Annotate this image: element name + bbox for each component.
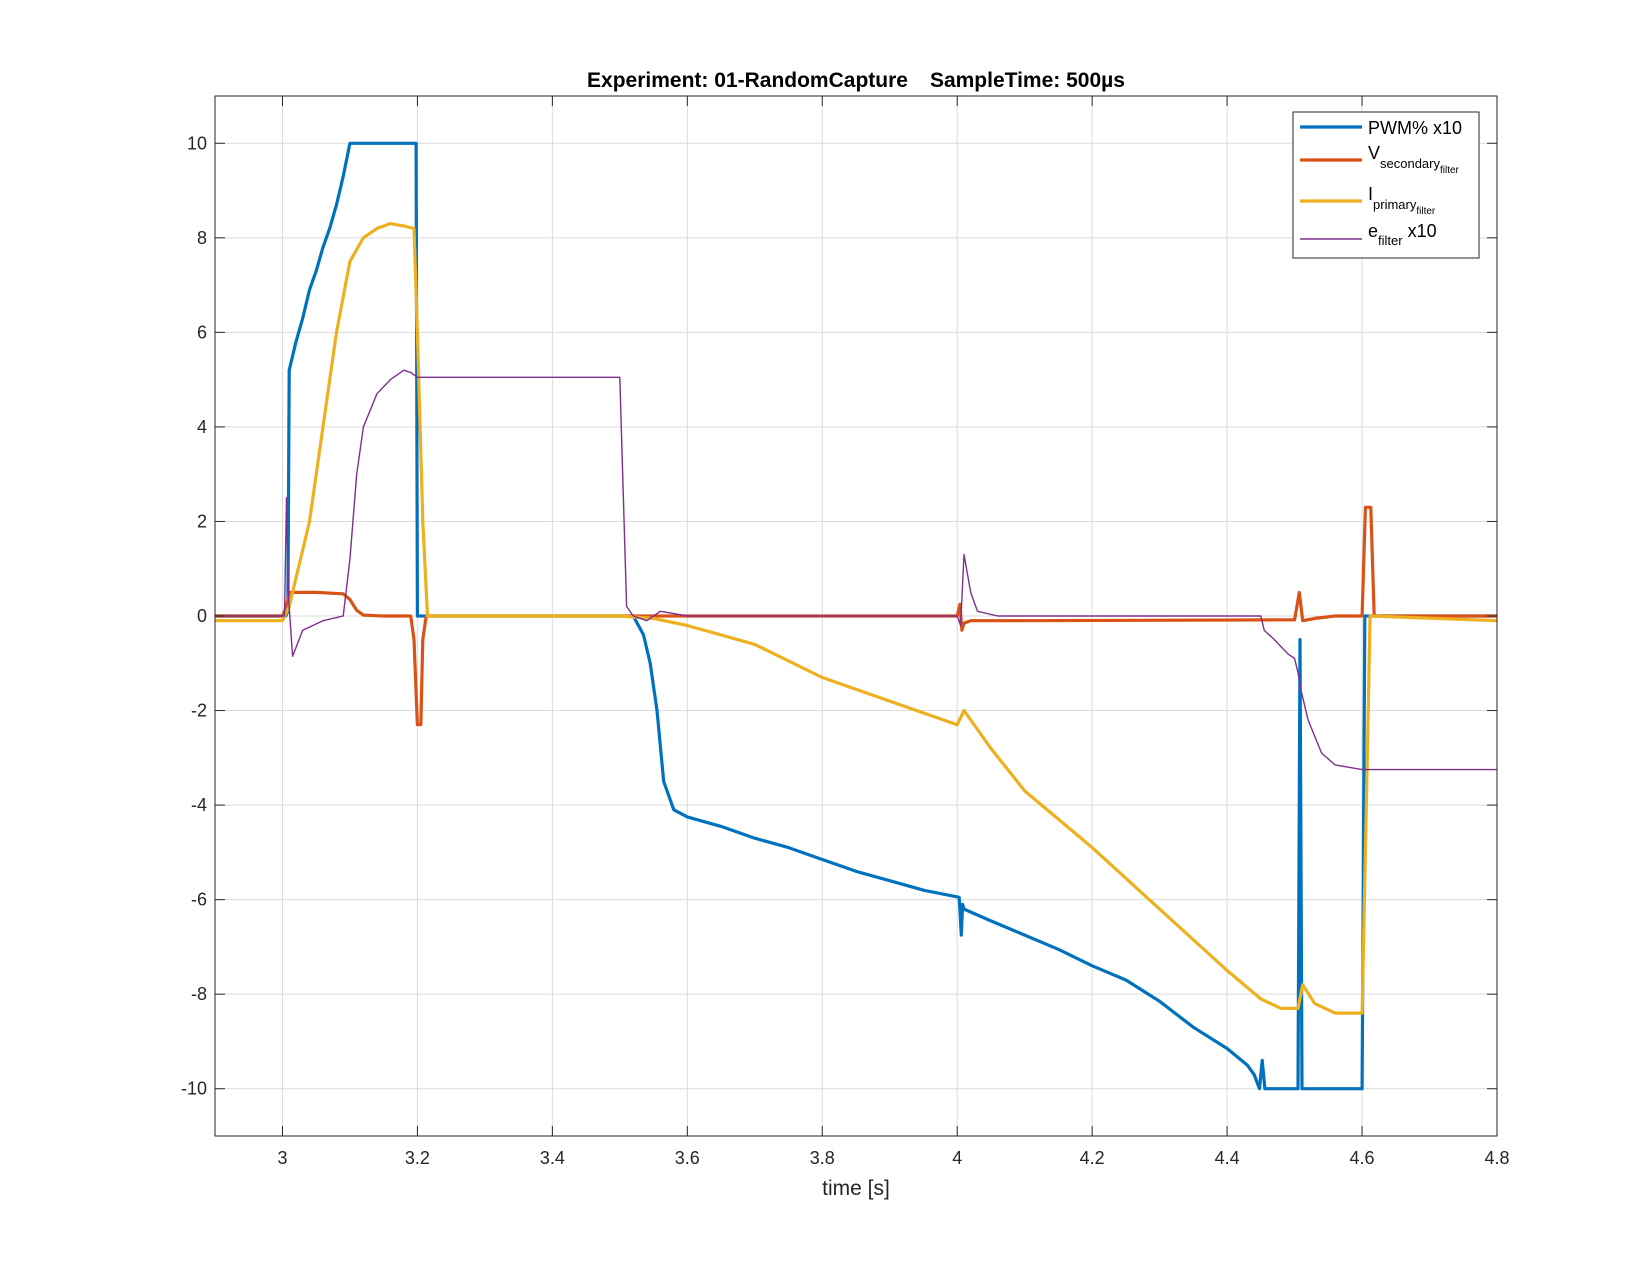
x-tick-label: 4: [952, 1148, 962, 1168]
legend-iprim-subsub: filter: [1416, 206, 1436, 217]
y-tick-label: 2: [197, 511, 207, 531]
series-group: [215, 141, 1498, 1091]
x-tick-label: 3.8: [810, 1148, 835, 1168]
x-tick-label: 3.2: [405, 1148, 430, 1168]
title-sample: SampleTime: 500µs: [930, 69, 1125, 92]
legend-vsec-sub: secondary: [1380, 156, 1440, 171]
x-tick-label: 4.8: [1484, 1148, 1509, 1168]
legend-label-vsec: Vsecondaryfilter: [1368, 143, 1460, 176]
series-line-iprim: [215, 222, 1498, 1015]
y-tick-label: -10: [181, 1079, 207, 1099]
y-tick-label: 8: [197, 228, 207, 248]
ticks: 3 3.2 3.4 3.6 3.8 4 4.2 4.4 4.6 4.8 -10 -8 -6 -4 -2 0 2 4…: [181, 96, 1510, 1168]
y-tick-label: -8: [191, 984, 207, 1004]
x-tick-label: 3.4: [540, 1148, 565, 1168]
legend-label-efilt: efilter x10: [1368, 221, 1437, 248]
y-tick-label: -2: [191, 701, 207, 721]
legend-label-pwm: PWM% x10: [1368, 118, 1462, 138]
title-experiment: Experiment: 01-RandomCapture: [587, 69, 908, 92]
legend-efilt-sub: filter: [1378, 233, 1403, 248]
chart-title: Experiment: 01-RandomCapture SampleTime: …: [587, 69, 1125, 92]
legend-box: [1292, 111, 1480, 259]
x-tick-label: 3.6: [675, 1148, 700, 1168]
legend-efilt-main: e: [1368, 221, 1378, 241]
y-tick-label: 10: [187, 133, 207, 153]
legend-vsec-main: V: [1368, 143, 1380, 163]
legend-iprim-main: I: [1368, 184, 1373, 204]
y-tick-label: -4: [191, 795, 207, 815]
x-tick-label: 4.4: [1215, 1148, 1240, 1168]
legend-efilt-suffix: x10: [1403, 221, 1437, 241]
legend: PWM% x10 Vsecondaryfilter Iprimaryfilter…: [1292, 111, 1480, 259]
y-tick-label: 0: [197, 606, 207, 626]
legend-iprim-sub: primary: [1373, 197, 1417, 212]
x-tick-label: 3: [277, 1148, 287, 1168]
x-tick-label: 4.2: [1080, 1148, 1105, 1168]
legend-label-iprim: Iprimaryfilter: [1368, 184, 1436, 217]
y-tick-label: 4: [197, 417, 207, 437]
y-tick-label: 6: [197, 322, 207, 342]
legend-vsec-subsub: filter: [1440, 165, 1460, 176]
x-tick-label: 4.6: [1350, 1148, 1375, 1168]
x-axis-label: time [s]: [822, 1177, 890, 1200]
series-line-pwm: [215, 141, 1497, 1091]
series-line-efilt: [215, 369, 1497, 771]
y-tick-label: -6: [191, 890, 207, 910]
